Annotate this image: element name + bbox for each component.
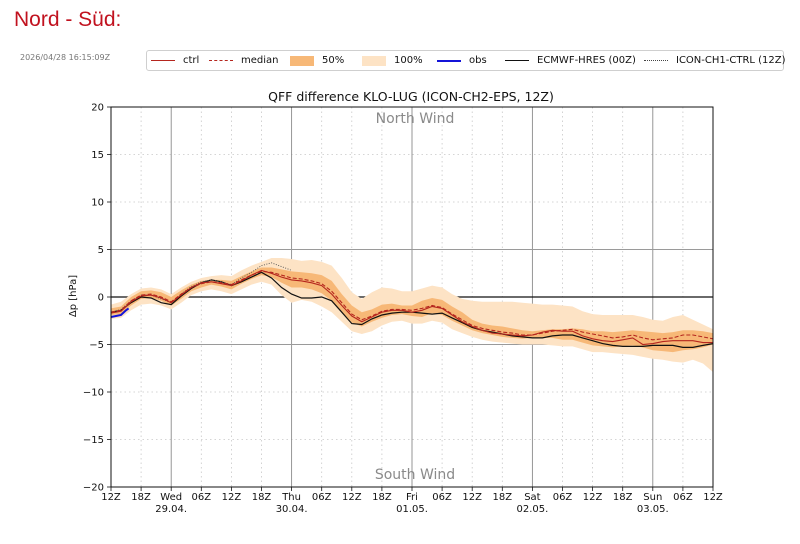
x-tick-label: 06Z bbox=[192, 492, 212, 503]
obs-line-icon bbox=[437, 56, 461, 66]
legend-label-obs: obs bbox=[469, 55, 487, 66]
day-name-label: Thu bbox=[281, 492, 301, 503]
north-wind-annotation: North Wind bbox=[376, 111, 455, 127]
legend-label-ch1: ICON-CH1-CTRL (12Z) bbox=[676, 55, 786, 66]
legend-item-ecmwf: ECMWF-HRES (00Z) bbox=[505, 51, 636, 70]
y-axis-label: Δp [hPa] bbox=[68, 275, 79, 317]
ch1-series-line bbox=[110, 262, 292, 313]
day-date-label: 03.05. bbox=[637, 504, 669, 515]
y-tick-label: −10 bbox=[83, 388, 104, 399]
day-name-label: Wed bbox=[160, 492, 182, 503]
x-tick-label: 18Z bbox=[252, 492, 272, 503]
ch1-dotted-line-icon bbox=[644, 56, 668, 66]
x-tick-label: 18Z bbox=[372, 492, 392, 503]
legend-item-50: 50% bbox=[290, 51, 344, 70]
ecmwf-line-icon bbox=[505, 56, 529, 66]
legend-item-100: 100% bbox=[362, 51, 423, 70]
band-50-swatch-icon bbox=[290, 55, 314, 66]
day-name-label: Fri bbox=[406, 492, 418, 503]
legend-label-ctrl: ctrl bbox=[183, 55, 200, 66]
median-series-line bbox=[110, 270, 714, 341]
x-tick-label: 06Z bbox=[432, 492, 452, 503]
day-date-label: 30.04. bbox=[276, 504, 308, 515]
day-name-label: Sat bbox=[524, 492, 540, 503]
y-tick-label: −15 bbox=[83, 435, 104, 446]
x-tick-label: 12Z bbox=[583, 492, 603, 503]
timestamp: 2026/04/28 16:15:09Z bbox=[20, 53, 111, 62]
ctrl-line-icon bbox=[151, 56, 175, 66]
day-date-label: 29.04. bbox=[155, 504, 187, 515]
legend-label-median: median bbox=[241, 55, 279, 66]
x-tick-label: 12Z bbox=[222, 492, 242, 503]
x-tick-label: 12Z bbox=[101, 492, 121, 503]
y-tick-label: −5 bbox=[89, 340, 104, 351]
x-tick-label: 18Z bbox=[613, 492, 633, 503]
legend-item-ch1: ICON-CH1-CTRL (12Z) bbox=[644, 51, 786, 70]
x-tick-label: 12Z bbox=[462, 492, 482, 503]
south-wind-annotation: South Wind bbox=[375, 467, 455, 483]
day-date-label: 01.05. bbox=[396, 504, 428, 515]
x-tick-label: 06Z bbox=[553, 492, 573, 503]
y-tick-label: 15 bbox=[91, 150, 104, 161]
legend-label-100: 100% bbox=[394, 55, 423, 66]
legend-item-median: median bbox=[209, 51, 279, 70]
band-100-swatch-icon bbox=[362, 55, 386, 66]
legend-item-ctrl: ctrl bbox=[151, 51, 199, 70]
day-name-label: Sun bbox=[643, 492, 662, 503]
y-tick-label: −20 bbox=[83, 483, 104, 494]
x-tick-label: 06Z bbox=[673, 492, 693, 503]
x-tick-label: 18Z bbox=[131, 492, 151, 503]
median-dashed-line-icon bbox=[209, 56, 233, 66]
obs-series-line bbox=[110, 307, 130, 318]
legend-label-ecmwf: ECMWF-HRES (00Z) bbox=[537, 55, 636, 66]
chart-legend: ctrl median 50% 100% obs ECMWF-HRES (00Z… bbox=[146, 50, 786, 71]
day-date-label: 02.05. bbox=[516, 504, 548, 515]
ctrl-series-line bbox=[110, 269, 713, 346]
y-tick-label: 5 bbox=[98, 245, 104, 256]
x-tick-label: 06Z bbox=[312, 492, 332, 503]
legend-item-obs: obs bbox=[437, 51, 487, 70]
legend-label-50: 50% bbox=[322, 55, 345, 66]
x-tick-label: 18Z bbox=[493, 492, 513, 503]
x-tick-label: 12Z bbox=[703, 492, 723, 503]
y-tick-label: 0 bbox=[98, 293, 104, 304]
y-tick-label: 20 bbox=[91, 103, 104, 114]
x-tick-label: 12Z bbox=[342, 492, 362, 503]
page-title: Nord - Süd: bbox=[14, 8, 122, 31]
chart-title: QFF difference KLO-LUG (ICON-CH2-EPS, 12… bbox=[268, 89, 554, 104]
y-tick-label: 10 bbox=[91, 198, 104, 209]
